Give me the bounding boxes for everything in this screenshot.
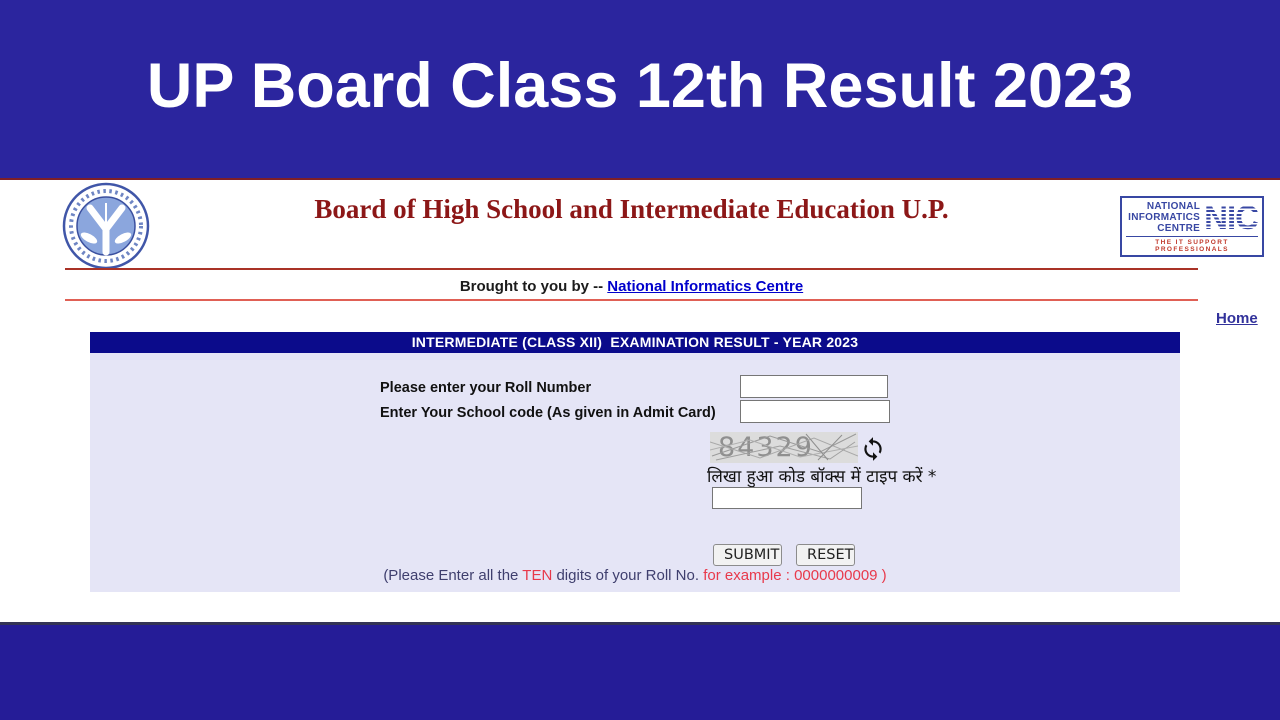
brought-by-text: Brought to you by --	[459, 278, 608, 295]
note-example: for example : 0000000009 )	[703, 567, 887, 584]
board-title: Board of High School and Intermediate Ed…	[314, 194, 949, 224]
nic-link[interactable]: National Informatics Centre	[607, 278, 804, 295]
captcha-input[interactable]	[712, 487, 862, 509]
captcha-code-text: 84329	[718, 432, 814, 463]
reset-button[interactable]: RESET	[796, 544, 855, 566]
nic-logo: NATIONAL INFORMATICS CENTRE NIC THE IT S…	[1120, 196, 1264, 257]
nic-line-1: NATIONAL	[1146, 201, 1201, 212]
captcha-image: 84329	[710, 432, 858, 463]
result-form-panel: INTERMEDIATE (CLASS XII) EXAMINATION RES…	[90, 332, 1180, 592]
brought-by-row: Brought to you by -- National Informatic…	[65, 278, 1198, 295]
top-banner: UP Board Class 12th Result 2023	[0, 0, 1280, 180]
note-highlight: TEN	[522, 567, 553, 584]
roll-number-input[interactable]	[740, 375, 888, 398]
roll-number-note: (Please Enter all the TEN digits of your…	[90, 567, 1180, 584]
captcha-noise-lines	[710, 433, 858, 461]
roll-number-label: Please enter your Roll Number	[380, 380, 592, 396]
divider-line-top	[65, 268, 1198, 270]
page-title: UP Board Class 12th Result 2023	[146, 51, 1134, 121]
form-title-bar: INTERMEDIATE (CLASS XII) EXAMINATION RES…	[90, 332, 1180, 353]
up-board-logo-icon	[62, 182, 150, 270]
nic-line-2: INFORMATICS	[1128, 212, 1201, 223]
nic-logo-text: NATIONAL INFORMATICS CENTRE	[1128, 201, 1200, 234]
nic-line-3: CENTRE	[1157, 223, 1201, 234]
content-area: Board of High School and Intermediate Ed…	[0, 182, 1280, 622]
refresh-icon[interactable]	[860, 436, 886, 462]
submit-button[interactable]: SUBMIT	[713, 544, 782, 566]
home-link[interactable]: Home	[1216, 310, 1258, 327]
nic-acronym-wrap: NIC	[1202, 199, 1260, 236]
up-board-seal	[62, 182, 150, 270]
divider-line-bottom	[65, 299, 1198, 301]
nic-acronym: NIC	[1204, 199, 1259, 236]
school-code-input[interactable]	[740, 400, 890, 423]
note-part1: (Please Enter all the	[383, 567, 523, 584]
captcha-instruction: लिखा हुआ कोड बॉक्स में टाइप करें *	[707, 467, 937, 487]
school-code-label: Enter Your School code (As given in Admi…	[380, 405, 716, 421]
bottom-banner	[0, 622, 1280, 720]
note-part2: digits of your Roll No.	[552, 567, 704, 584]
nic-logo-top: NATIONAL INFORMATICS CENTRE NIC	[1126, 199, 1260, 236]
nic-tagline: THE IT SUPPORT PROFESSIONALS	[1126, 236, 1258, 253]
